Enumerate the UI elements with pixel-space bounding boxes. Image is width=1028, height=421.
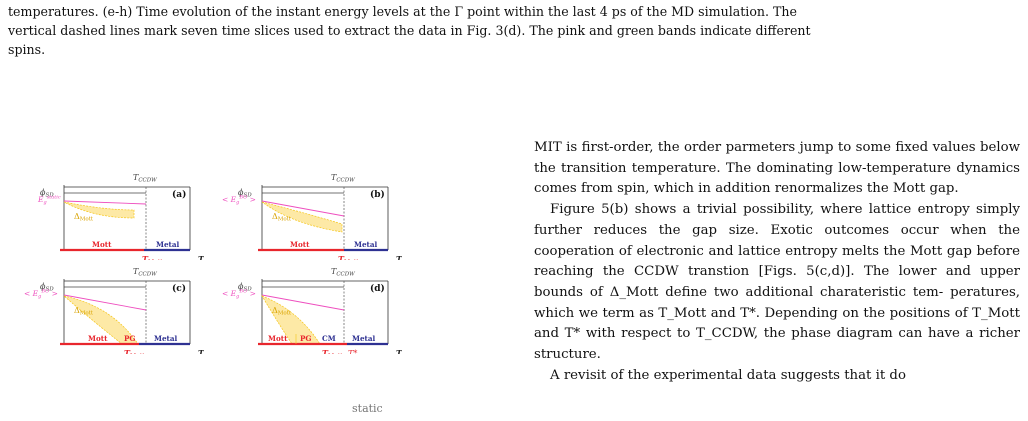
delta-mott-label: ΔMott xyxy=(272,306,292,317)
phase-label-metal: Metal xyxy=(154,334,178,343)
text-line: outcomes occur when the cooperation of e… xyxy=(534,222,1020,259)
paragraph-2: Figure 5(b) shows a trivial possibility,… xyxy=(534,200,1020,366)
t-mott-label: TMott xyxy=(124,348,145,354)
text-line: dominating low-temperature dynamics come… xyxy=(534,160,1020,197)
paragraph-3: A revisit of the experimental data sugge… xyxy=(534,366,1020,387)
text-line: peratures, which we term as T_Mott and T… xyxy=(534,284,1020,321)
panel-label: (b) xyxy=(370,189,385,200)
energy-gap-line xyxy=(63,294,147,311)
phase-label-mott: Mott xyxy=(268,334,288,343)
energy-gap-line xyxy=(261,200,345,217)
phase-label-mott: Mott xyxy=(92,240,112,249)
text-line: MIT is first-order, the order parmeters … xyxy=(534,140,891,155)
text-line: bounds of Δ_Mott define two additional c… xyxy=(534,284,944,300)
phi-sd-label: ϕSD xyxy=(238,282,252,293)
paragraph-1: MIT is first-order, the order parmeters … xyxy=(534,138,1020,200)
panel-d: TCCDW ϕSD< EgBO > ΔMott Mott PG CM Metal TMott T… xyxy=(222,267,402,354)
panel-b: TCCDW ϕSD< EgBO > ΔMott Mott Metal TMott T (b) xyxy=(222,173,402,260)
phase-label-pg: PG xyxy=(124,334,136,343)
body-text-column: MIT is first-order, the order parmeters … xyxy=(534,138,1020,386)
delta-mott-band xyxy=(63,201,135,219)
tccdw-label: TCCDW xyxy=(331,173,356,184)
axis-t-label: T xyxy=(396,254,402,260)
t-mott-label: TMott xyxy=(322,348,343,354)
phase-label-mott: Mott xyxy=(88,334,108,343)
caption-line: spins. xyxy=(8,42,46,57)
delta-mott-band xyxy=(261,201,343,233)
energy-gap-label: < EgBO > xyxy=(24,289,58,300)
cropped-text-fragment: static xyxy=(352,402,383,415)
phase-label-pg: PG xyxy=(300,334,312,343)
phase-label-metal: Metal xyxy=(156,240,180,249)
phi-sd-label: ϕSD xyxy=(238,188,252,199)
panel-label: (c) xyxy=(172,283,186,294)
text-line: lattice entropy melts the Mott gap befor… xyxy=(534,243,1020,280)
text-line: fixed values below the transition temper… xyxy=(534,140,1020,176)
figure-caption: temperatures. (e-h) Time evolution of th… xyxy=(8,2,1020,59)
text-line: entropy simply further reduces the gap s… xyxy=(534,202,1020,238)
delta-mott-label: ΔMott xyxy=(272,212,292,223)
caption-line: vertical dashed lines mark seven time sl… xyxy=(8,23,811,38)
delta-mott-band xyxy=(261,295,321,345)
t-mott-label: TMott xyxy=(142,254,163,260)
axis-t-label: T xyxy=(198,254,204,260)
phase-label-cm: CM xyxy=(322,334,336,343)
phi-sd-label: ϕSD xyxy=(40,282,54,293)
energy-gap-label: Egstatic xyxy=(37,195,61,206)
energy-gap-line xyxy=(261,294,345,311)
delta-mott-label: ΔMott xyxy=(74,306,94,317)
tccdw-label: TCCDW xyxy=(331,267,356,278)
panel-label: (d) xyxy=(370,283,385,294)
panel-label: (a) xyxy=(172,189,186,200)
panel-c: TCCDW ϕSD< EgBO > ΔMott Mott PG Metal TMott T (c… xyxy=(24,267,204,354)
axis-t-label: T xyxy=(198,348,204,354)
text-line: Figure 5(b) shows a trivial possibility,… xyxy=(550,202,912,218)
text-line: A revisit of the experimental data sugge… xyxy=(550,367,906,383)
text-line: on the positions of T_Mott and T* with r… xyxy=(534,305,1020,342)
phase-label-metal: Metal xyxy=(354,240,378,249)
energy-gap-label: < EgBO > xyxy=(222,289,256,300)
phase-label-mott: Mott xyxy=(290,240,310,249)
text-line: the phase diagram can have a richer stru… xyxy=(534,326,1020,363)
t-star-label: T* xyxy=(348,349,357,354)
tccdw-label: TCCDW xyxy=(133,173,158,184)
delta-mott-label: ΔMott xyxy=(74,212,94,223)
phase-label-metal: Metal xyxy=(352,334,376,343)
phi-sd-label: ϕSD xyxy=(40,188,54,199)
axis-t-label: T xyxy=(396,348,402,354)
caption-line: temperatures. (e-h) Time evolution of th… xyxy=(8,4,797,19)
t-mott-label: TMott xyxy=(338,254,359,260)
energy-gap-label: < EgBO > xyxy=(222,195,256,206)
tccdw-label: TCCDW xyxy=(133,267,158,278)
text-line: CCDW transtion [Figs. 5(c,d)]. The lower… xyxy=(634,264,1021,280)
text-line: which in addition renormalizes the Mott … xyxy=(653,181,959,197)
energy-gap-line xyxy=(63,200,147,205)
